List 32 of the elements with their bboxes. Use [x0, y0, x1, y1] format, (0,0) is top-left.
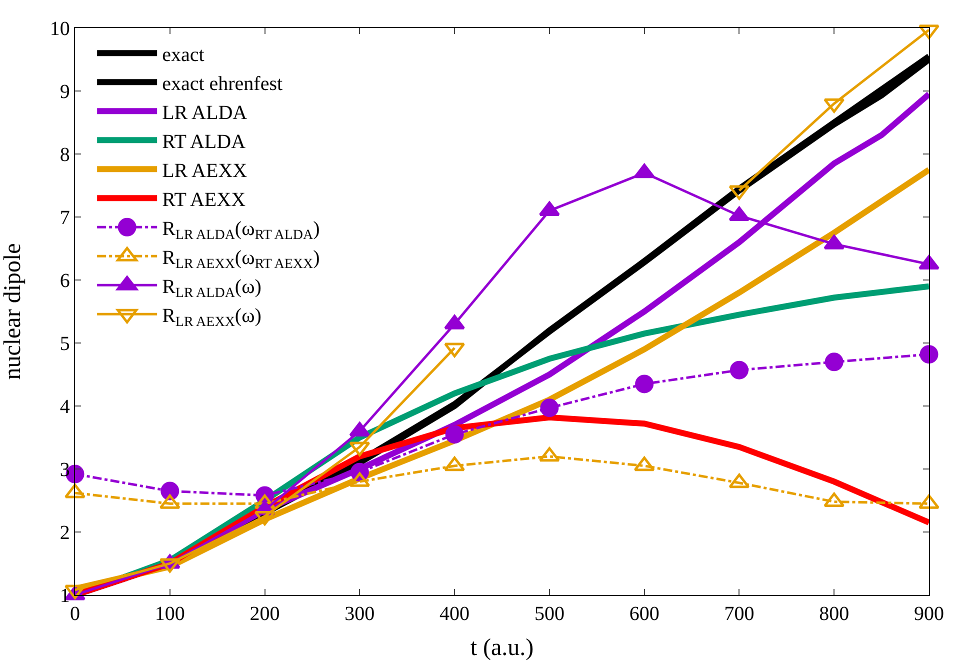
x-tick-label: 400 [440, 603, 470, 626]
legend-label: R$_{LR AEXX}$(ω) [162, 304, 262, 330]
y-tick-label: 5 [60, 333, 70, 355]
y-tick-label: 2 [60, 522, 70, 544]
legend-label: R$_{LR ALDA}$(ω) [162, 276, 262, 302]
x-tick-label: 700 [724, 603, 754, 626]
legend-label: RT AEXX [162, 188, 246, 211]
x-tick-label: 200 [250, 603, 280, 626]
legend-label: LR ALDA [162, 102, 248, 124]
y-tick-label: 9 [60, 81, 70, 103]
x-axis-title: t (a.u.) [470, 635, 534, 661]
x-tick-label: 100 [154, 603, 185, 626]
y-tick-label: 8 [60, 144, 70, 166]
x-tick-label: 300 [344, 603, 375, 626]
y-tick-label: 6 [60, 270, 70, 292]
y-tick-label: 4 [60, 396, 70, 418]
legend-label: LR AEXX [162, 160, 248, 182]
x-tick-label: 800 [819, 603, 850, 626]
x-tick-label: 600 [629, 603, 660, 626]
x-tick-label: 0 [70, 603, 80, 626]
x-tick-label: 500 [534, 603, 564, 626]
legend-label: R$_{LR ALDA}$(ω$_{RT ALDA}$) [162, 218, 320, 244]
legend-label: RT ALDA [162, 130, 246, 153]
y-axis-title: nuclear dipole [0, 243, 26, 380]
x-tick-label: 900 [914, 603, 944, 626]
legend-label: exact [162, 44, 205, 66]
y-tick-label: 1 [60, 585, 70, 607]
legend-label: R$_{LR AEXX}$(ω$_{RT AEXX}$) [162, 246, 320, 272]
y-tick-label: 3 [60, 459, 70, 481]
legend-label: exact ehrenfest [162, 72, 283, 95]
y-tick-label: 7 [60, 207, 70, 229]
y-tick-label: 10 [50, 18, 70, 40]
